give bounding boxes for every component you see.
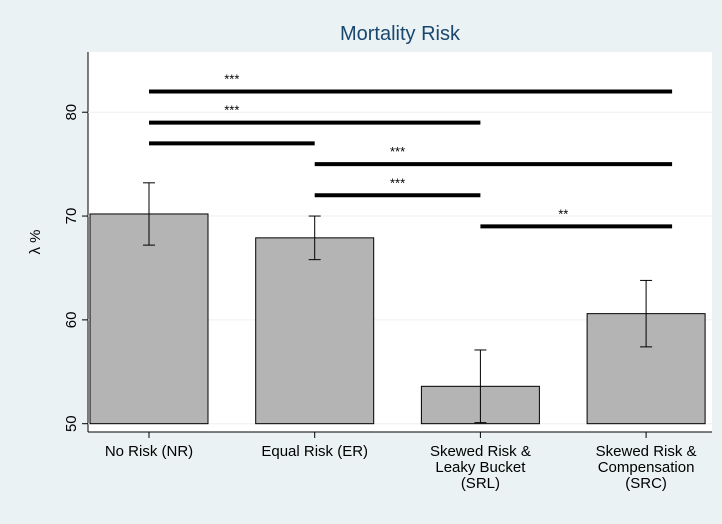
x-tick-label: Skewed Risk & Leaky Bucket (SRL) xyxy=(430,443,531,492)
bar xyxy=(89,213,209,425)
y-tick-label: 60 xyxy=(63,312,80,329)
y-axis-label: λ % xyxy=(27,229,44,254)
significance-label: *** xyxy=(224,71,239,86)
significance-label: ** xyxy=(558,206,568,221)
y-tick-label: 50 xyxy=(63,415,80,432)
significance-label: *** xyxy=(390,144,405,159)
y-tick-label: 70 xyxy=(63,208,80,225)
y-tick-label: 80 xyxy=(63,104,80,121)
x-tick-label: Equal Risk (ER) xyxy=(261,443,368,460)
bar xyxy=(255,237,375,425)
x-tick-label: Skewed Risk & Compensation (SRC) xyxy=(596,443,697,492)
chart-title: Mortality Risk xyxy=(340,23,461,45)
significance-label: *** xyxy=(224,103,239,118)
significance-label: *** xyxy=(390,175,405,190)
x-tick-label: No Risk (NR) xyxy=(105,443,193,460)
